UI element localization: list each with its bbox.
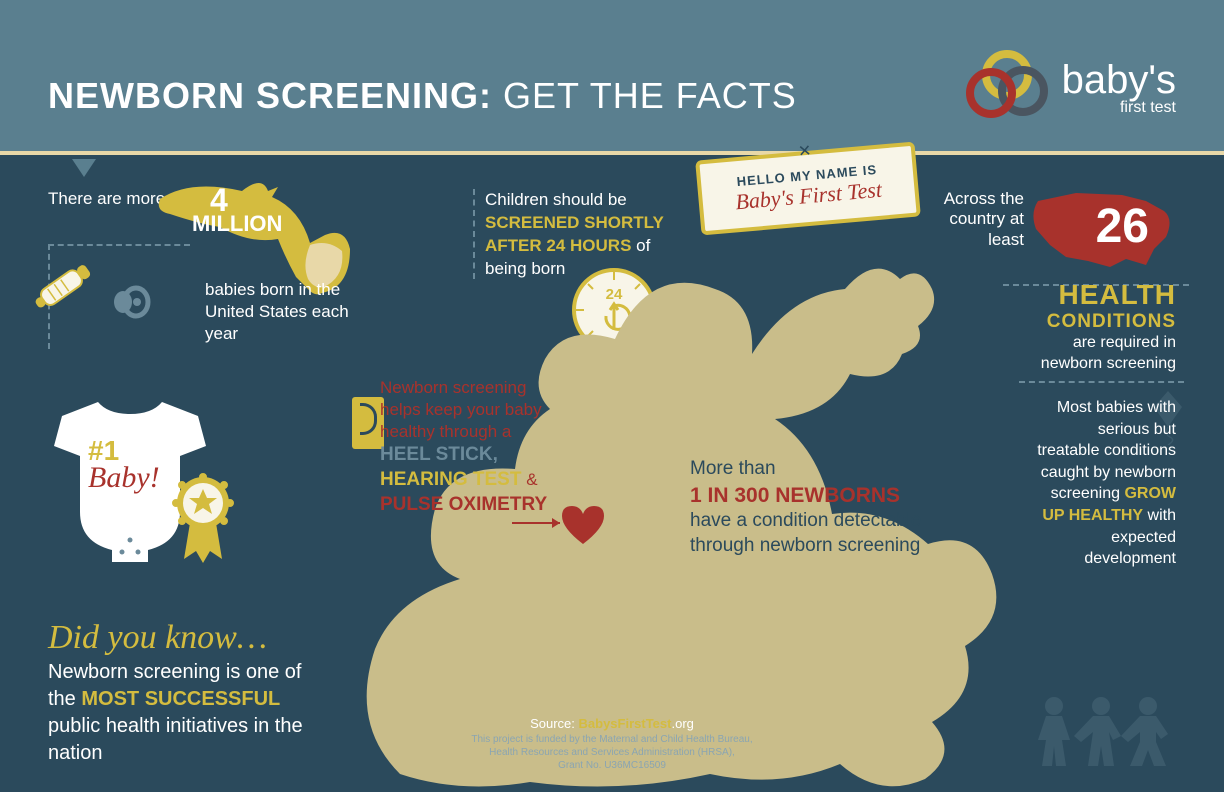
num-26: 26	[1096, 199, 1149, 254]
onesie-text: #1 Baby!	[88, 435, 160, 495]
dyk-post: public health initiatives in the nation	[48, 715, 303, 764]
born-unit: MILLION	[192, 211, 282, 236]
source-l2: This project is funded by the Maternal a…	[471, 733, 752, 746]
source-pre: Source:	[530, 716, 578, 731]
tests-l3: healthy through a	[380, 421, 630, 443]
tests-l1: Newborn screening	[380, 377, 630, 399]
health-h3: are required in newborn screening	[1021, 333, 1176, 375]
onesie-baby: Baby!	[88, 461, 160, 495]
health-h2: CONDITIONS	[1021, 311, 1176, 333]
source-l4: Grant No. U36MC16509	[471, 759, 752, 772]
tests-heel: HEEL STICK,	[380, 443, 630, 468]
heart-icon	[558, 504, 608, 548]
title-bold: NEWBORN SCREENING:	[48, 75, 492, 116]
dyk-strong: MOST SUCCESSFUL	[81, 688, 280, 710]
onein-top: More than	[690, 457, 950, 482]
screened-l1: Children should be	[485, 190, 627, 209]
tests-fact: Newborn screening helps keep your baby h…	[380, 377, 630, 517]
across-lead: Across the country at least	[924, 189, 1024, 250]
source-strong: BabysFirstTest	[579, 716, 672, 731]
source-suffix: .org	[671, 716, 693, 731]
ribbon-icon	[168, 473, 238, 565]
heart-arrow-icon	[512, 522, 560, 524]
health-h1: HEALTH	[1021, 279, 1176, 311]
tests-amp: &	[526, 470, 537, 489]
grow-healthy-fact: Most babies with serious but treatable c…	[1036, 397, 1176, 570]
did-you-know-heading: Did you know…	[48, 619, 267, 657]
speech-tail-icon	[72, 159, 96, 177]
nametag: ✕ HELLO MY NAME IS Baby's First Test	[695, 142, 921, 236]
onein-tail: have a condition detectable through newb…	[690, 509, 950, 558]
tests-hear: HEARING TEST	[380, 469, 521, 490]
pacifier-icon	[112, 284, 154, 320]
pin-icon: ✕	[797, 141, 812, 162]
kids-icon	[1026, 692, 1176, 772]
tests-l2: helps keep your baby	[380, 399, 630, 421]
did-you-know-body: Newborn screening is one of the MOST SUC…	[48, 659, 313, 767]
brand-logo: baby's first test	[960, 50, 1176, 124]
body-area: There are more than 4 MILLION babies bor…	[0, 159, 1224, 792]
page-title: NEWBORN SCREENING: GET THE FACTS	[48, 75, 797, 117]
header: NEWBORN SCREENING: GET THE FACTS baby's …	[0, 0, 1224, 155]
one-in-300-fact: More than 1 IN 300 NEWBORNS have a condi…	[690, 457, 950, 559]
health-conditions: HEALTH CONDITIONS are required in newbor…	[1021, 279, 1176, 375]
logo-text-big: baby's	[1062, 58, 1176, 103]
source-l3: Health Resources and Services Administra…	[471, 746, 752, 759]
title-light: GET THE FACTS	[492, 75, 797, 116]
source-credit: Source: BabysFirstTest.org This project …	[471, 716, 752, 772]
infographic-root: NEWBORN SCREENING: GET THE FACTS baby's …	[0, 0, 1224, 792]
logo-text: baby's first test	[1062, 58, 1176, 117]
logo-rings-icon	[960, 50, 1050, 124]
onein-strong: 1 IN 300 NEWBORNS	[690, 484, 900, 507]
dash-divider-right-bottom	[1019, 381, 1184, 383]
